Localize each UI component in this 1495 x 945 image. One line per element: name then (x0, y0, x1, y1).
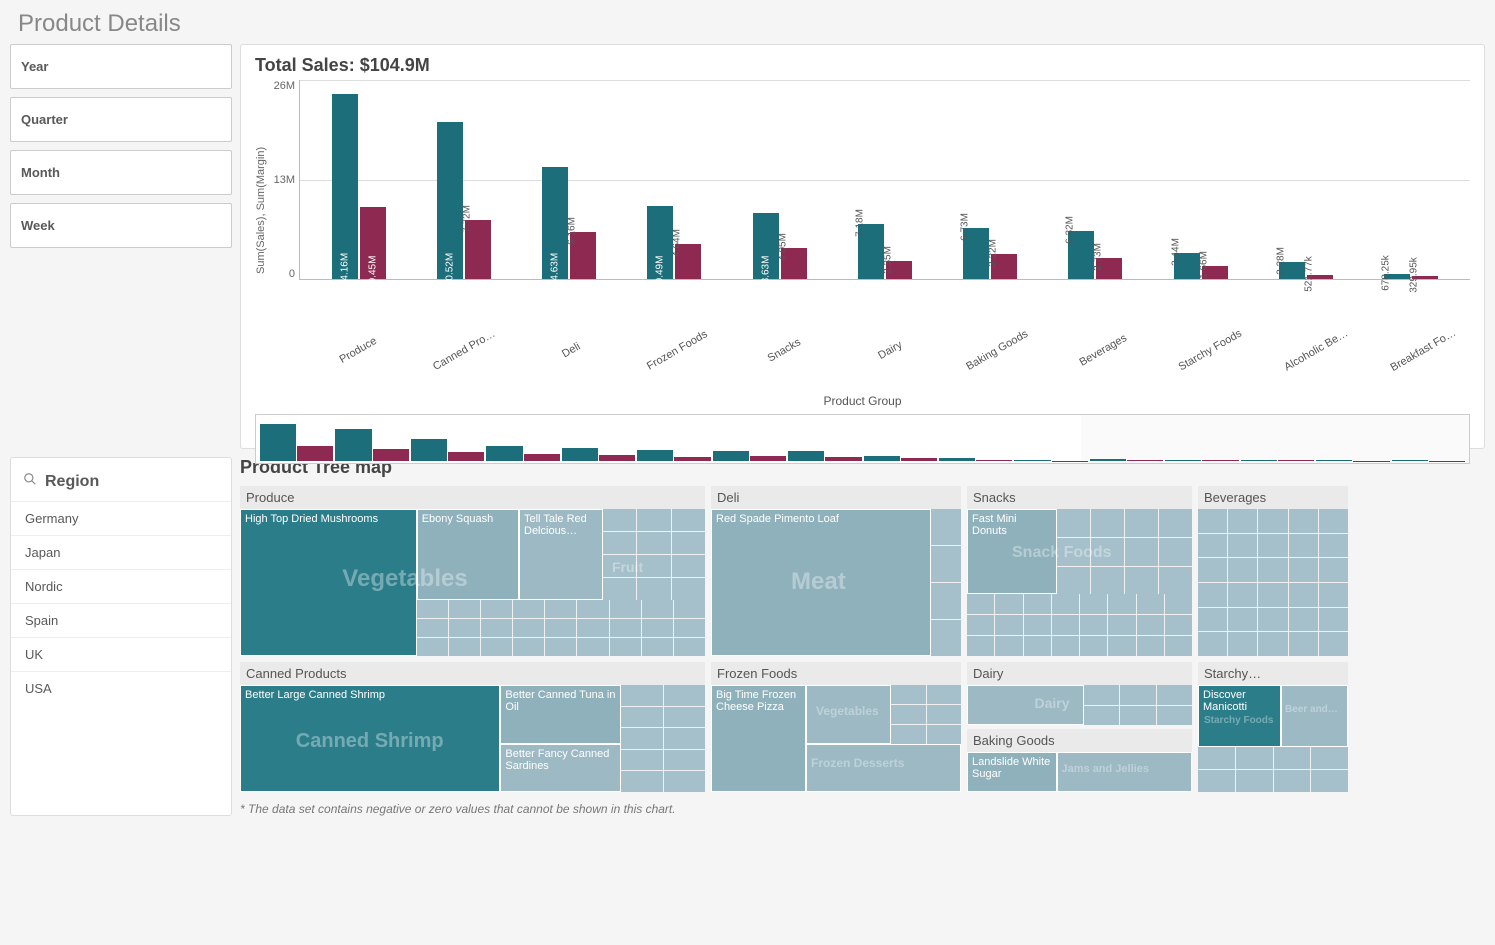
region-item[interactable]: UK (11, 637, 231, 671)
bar-chart-overview[interactable] (255, 414, 1470, 464)
treemap-cat-canned[interactable]: Canned Products Better Large Canned Shri… (240, 662, 705, 792)
filter-month[interactable]: Month (10, 150, 232, 195)
region-item[interactable]: Germany (11, 501, 231, 535)
filter-quarter[interactable]: Quarter (10, 97, 232, 142)
bar-group[interactable]: 6.73M3.22M (938, 80, 1043, 279)
treemap-cat-beverages[interactable]: Beverages (1198, 486, 1348, 656)
region-item[interactable]: Japan (11, 535, 231, 569)
bar-chart-title: Total Sales: $104.9M (255, 55, 1470, 76)
treemap-cell[interactable] (806, 685, 891, 744)
search-icon[interactable] (23, 472, 37, 491)
y-axis-label: Sum(Sales), Sum(Margin) (255, 80, 267, 340)
treemap-cat-deli[interactable]: Deli Red Spade Pimento Loaf Meat (711, 486, 961, 656)
region-item[interactable]: USA (11, 671, 231, 705)
treemap-cat-starchy[interactable]: Starchy… Discover Manicotti Starchy Food… (1198, 662, 1348, 792)
bar-group[interactable]: 9.49M4.64M (622, 80, 727, 279)
region-filter-label: Region (45, 473, 99, 491)
filter-week[interactable]: Week (10, 203, 232, 248)
treemap-cell[interactable]: Big Time Frozen Cheese Pizza (711, 685, 806, 792)
treemap-cell[interactable] (1281, 685, 1349, 747)
region-item[interactable]: Nordic (11, 569, 231, 603)
bar-group[interactable]: 678.25k329.95k (1359, 80, 1464, 279)
x-axis-label: Product Group (255, 394, 1470, 408)
bar-group[interactable]: 14.63M6.16M (517, 80, 622, 279)
filter-year[interactable]: Year (10, 44, 232, 89)
treemap-cell[interactable]: Fast Mini Donuts (967, 509, 1057, 594)
treemap-cell[interactable]: Better Large Canned Shrimp (240, 685, 500, 792)
bar-group[interactable]: 6.32M2.73M (1043, 80, 1148, 279)
treemap-footnote: * The data set contains negative or zero… (240, 802, 1485, 816)
treemap-cat-snacks[interactable]: Snacks Fast Mini Donuts Snack Foods (967, 486, 1192, 656)
treemap-cell[interactable]: Red Spade Pimento Loaf (711, 509, 931, 656)
filter-panel: Year Quarter Month Week (10, 44, 232, 449)
treemap-cell[interactable]: Tell Tale Red Delcious… (519, 509, 603, 600)
treemap-cell[interactable]: Discover Manicotti (1198, 685, 1281, 747)
bar-group[interactable]: 2.28M521.77k (1253, 80, 1358, 279)
treemap-cell[interactable]: Ebony Squash (417, 509, 519, 600)
treemap-cat-frozen[interactable]: Frozen Foods Big Time Frozen Cheese Pizz… (711, 662, 961, 792)
bar-group[interactable]: 8.63M4.05M (727, 80, 832, 279)
bar-group[interactable]: 20.52M7.72M (411, 80, 516, 279)
treemap-cell[interactable]: Landslide White Sugar (967, 752, 1057, 792)
treemap-cell[interactable] (806, 744, 961, 792)
bar-group[interactable]: 7.18M2.35M (832, 80, 937, 279)
page-title: Product Details (0, 0, 1495, 44)
region-item[interactable]: Spain (11, 603, 231, 637)
bar-group[interactable]: 24.16M9.45M (306, 80, 411, 279)
treemap-cell[interactable]: Better Fancy Canned Sardines (500, 744, 621, 792)
treemap-cell[interactable]: Better Canned Tuna in Oil (500, 685, 621, 744)
region-filter-card: Region GermanyJapanNordicSpainUKUSA (10, 457, 232, 816)
y-axis-ticks: 26M 13M 0 (267, 80, 299, 280)
treemap-cat-dairy[interactable]: Dairy Dairy (967, 662, 1192, 725)
treemap-cat-baking[interactable]: Baking Goods Landslide White Sugar Jams … (967, 729, 1192, 792)
bar-group[interactable]: 3.44M1.66M (1148, 80, 1253, 279)
treemap[interactable]: Produce High Top Dried Mushrooms Ebony S… (240, 486, 1485, 796)
treemap-card: Product Tree map Produce High Top Dried … (240, 457, 1485, 816)
bar-chart-plot[interactable]: 24.16M9.45M20.52M7.72M14.63M6.16M9.49M4.… (299, 80, 1470, 280)
treemap-cell[interactable]: High Top Dried Mushrooms (240, 509, 417, 656)
treemap-cat-produce[interactable]: Produce High Top Dried Mushrooms Ebony S… (240, 486, 705, 656)
treemap-cell[interactable] (967, 685, 1084, 725)
bar-chart-card: Total Sales: $104.9M Sum(Sales), Sum(Mar… (240, 44, 1485, 449)
treemap-cell[interactable] (1057, 752, 1192, 792)
